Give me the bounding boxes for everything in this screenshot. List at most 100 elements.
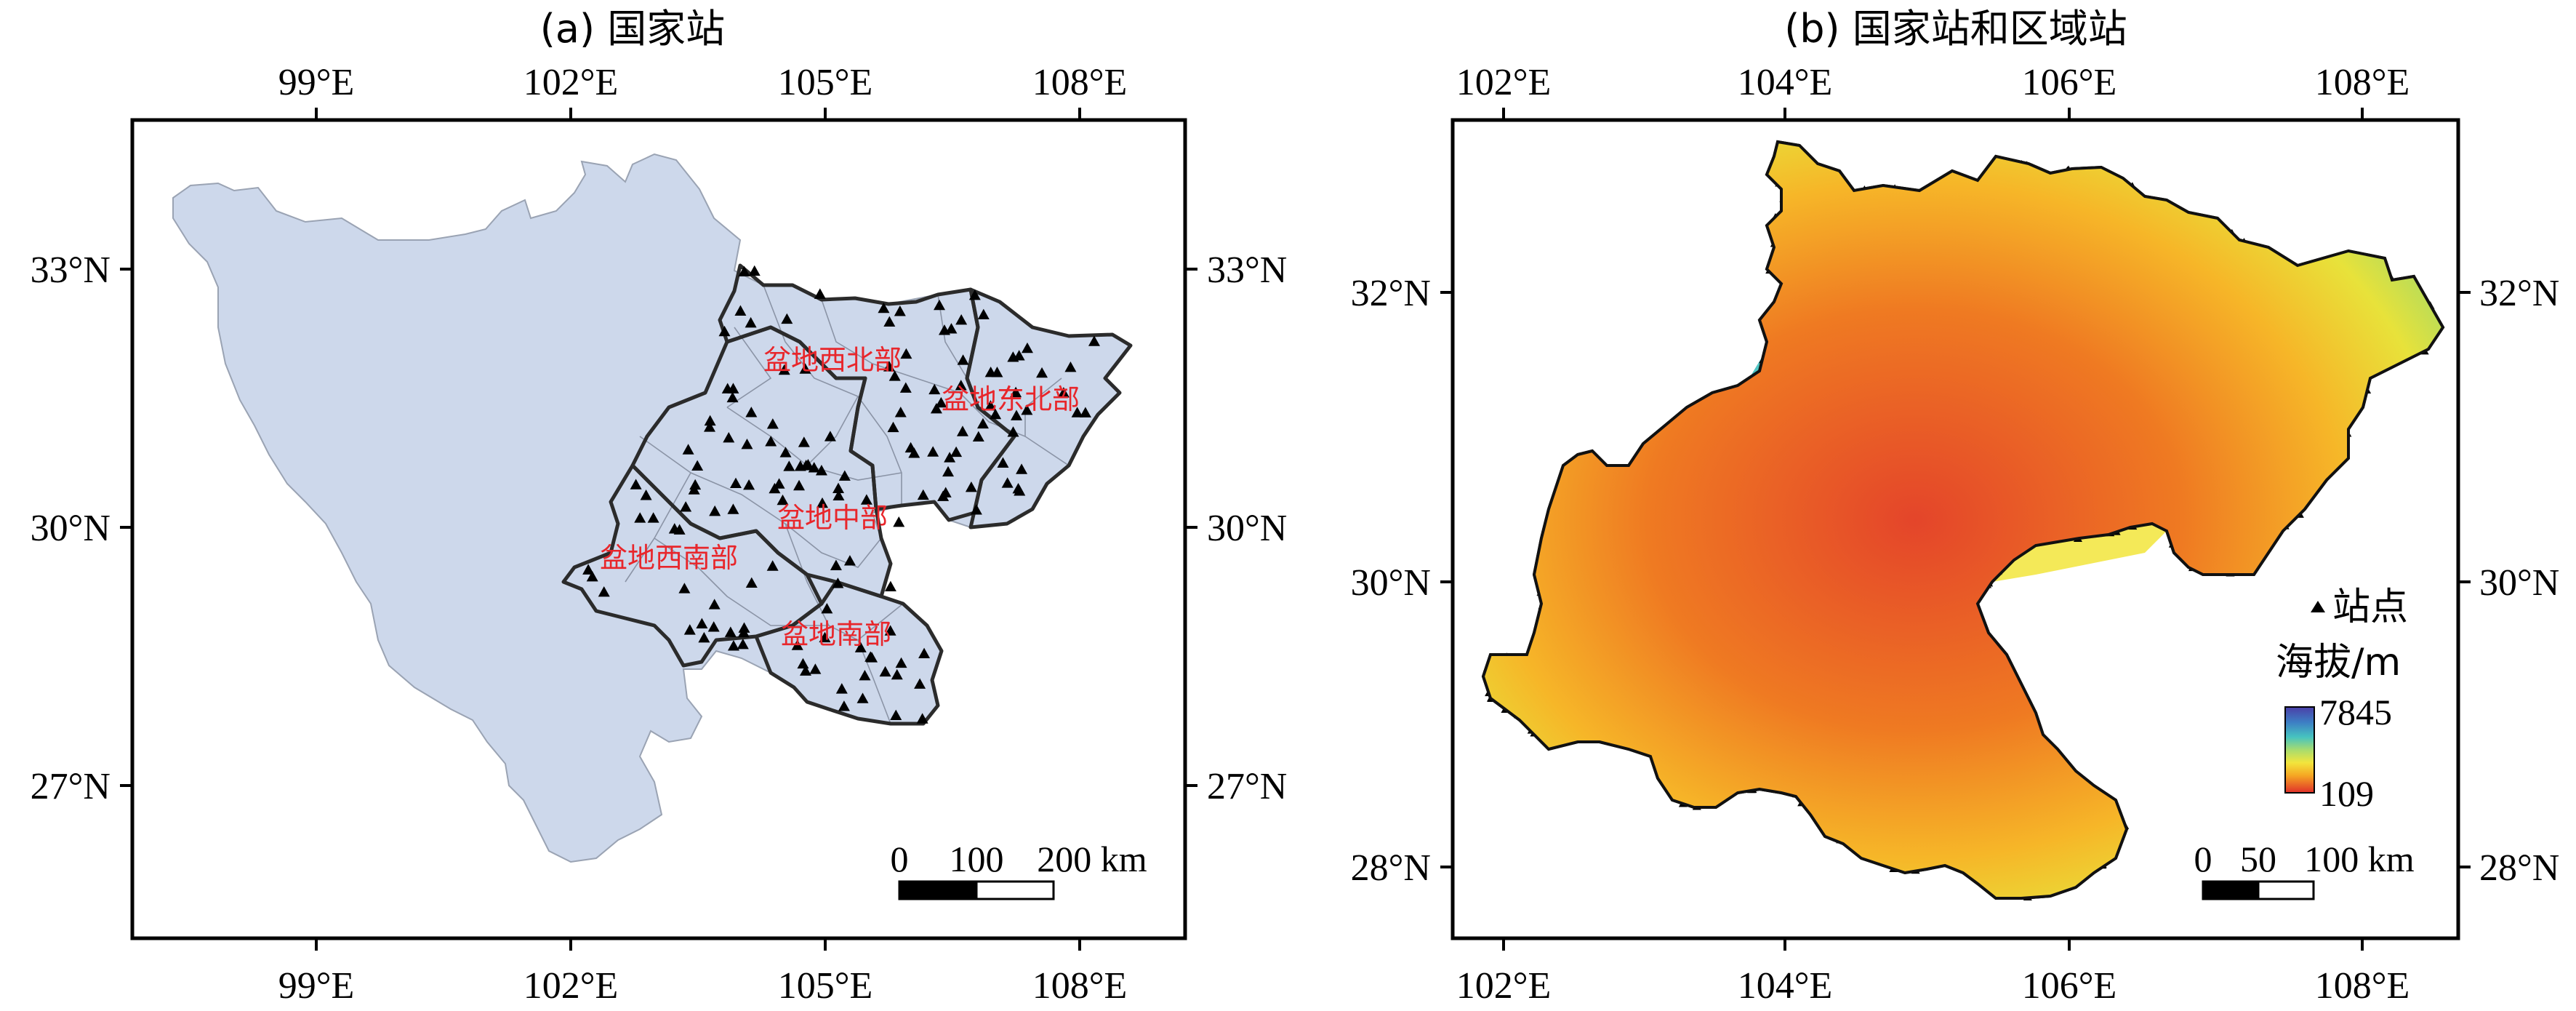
station-marker <box>893 516 905 527</box>
panel-a-frame <box>130 118 1187 940</box>
station-marker <box>1001 477 1014 488</box>
station-marker <box>1013 350 1025 361</box>
station-marker <box>883 316 896 327</box>
station-marker <box>819 631 831 643</box>
station-marker <box>691 460 704 471</box>
station-marker <box>726 391 739 403</box>
station-marker <box>900 348 912 359</box>
station-marker <box>743 479 755 490</box>
station-marker <box>773 478 785 489</box>
station-marker <box>1036 367 1048 378</box>
station-marker <box>689 479 702 490</box>
station-marker <box>1011 409 1023 420</box>
station-marker <box>808 462 820 473</box>
station-marker <box>781 313 793 324</box>
station-marker <box>843 555 856 566</box>
x-tick-bottom-108: 108°E <box>1032 965 1128 1007</box>
station-marker <box>930 403 942 414</box>
station-marker <box>891 668 903 680</box>
station-marker <box>890 709 902 721</box>
station-marker <box>683 624 696 635</box>
panel-a-map: 盆地西北部 盆地东北部 盆地中部 盆地西南部 盆地南部 0 100 200 km <box>172 153 1147 900</box>
station-marker <box>950 446 963 457</box>
y-tick-left-30-b: 30°N <box>1351 562 1431 604</box>
station-marker <box>704 421 716 432</box>
station-marker <box>741 438 753 449</box>
station-marker <box>878 302 890 313</box>
station-marker <box>984 400 997 411</box>
station-marker <box>696 618 708 628</box>
station-marker <box>730 477 742 489</box>
station-marker <box>1088 335 1100 346</box>
region-label-northwest: 盆地西北部 <box>763 344 902 376</box>
station-marker <box>976 417 989 429</box>
elevation-max-label: 7845 <box>2319 692 2392 732</box>
station-marker <box>778 364 790 375</box>
station-marker <box>791 639 803 650</box>
x-tick-bottom-106-b: 106°E <box>2022 965 2117 1007</box>
station-marker <box>916 713 928 724</box>
y-tick-left-27: 27°N <box>31 766 111 807</box>
station-marker <box>668 523 681 534</box>
y-tick-left-33: 33°N <box>31 249 111 291</box>
region-label-central: 盆地中部 <box>777 502 888 534</box>
elevation-legend-title: 海拔/m <box>2276 641 2401 684</box>
station-marker <box>799 363 811 374</box>
station-marker <box>630 479 642 489</box>
elevation-colorbar <box>2284 706 2315 794</box>
elevation-min-label: 109 <box>2319 773 2374 814</box>
y-tick-right-32-b: 32°N <box>2479 273 2559 314</box>
station-marker <box>738 265 750 276</box>
panel-b-map: 站点 海拔/m 7845 109 0 50 100 km <box>1481 140 2445 900</box>
station-marker <box>939 324 951 335</box>
station-marker <box>970 504 982 515</box>
station-marker <box>682 444 694 455</box>
station-marker <box>816 497 828 508</box>
x-tick-top-104-b: 104°E <box>1738 62 1833 103</box>
x-tick-top-99: 99°E <box>278 62 355 103</box>
region-borders <box>561 263 1133 726</box>
panel-a-ticks <box>120 108 1197 951</box>
x-tick-bottom-104-b: 104°E <box>1738 965 1833 1007</box>
station-marker <box>721 383 734 393</box>
station-marker <box>917 489 929 500</box>
station-legend-label: 站点 <box>2332 586 2408 629</box>
station-marker <box>777 494 789 506</box>
y-tick-right-28-b: 28°N <box>2479 847 2559 889</box>
station-marker <box>724 626 737 637</box>
station-marker <box>704 415 716 426</box>
station-marker <box>956 425 968 436</box>
station-marker <box>856 692 869 703</box>
station-marker <box>927 446 939 457</box>
y-tick-right-33: 33°N <box>1207 249 1287 291</box>
x-tick-bottom-102: 102°E <box>523 965 619 1007</box>
x-tick-bottom-108-b: 108°E <box>2315 965 2410 1007</box>
station-marker <box>824 431 836 441</box>
scale-label-100-b: 100 km <box>2304 839 2415 879</box>
station-marker <box>727 640 739 651</box>
station-marker <box>783 460 795 471</box>
station-marker <box>766 560 779 571</box>
scale-bar-a: 0 100 200 km <box>891 839 1147 900</box>
panel-b-frame <box>1450 118 2460 940</box>
station-marker <box>598 586 610 597</box>
station-marker <box>1057 387 1070 398</box>
panel-a-title: (a) 国家站 <box>540 6 725 52</box>
panel-a: (a) 国家站 <box>31 6 1288 1007</box>
station-marker <box>1016 463 1028 474</box>
station-marker <box>1064 361 1077 372</box>
station-marker <box>934 299 946 311</box>
y-tick-left-30: 30°N <box>31 508 111 549</box>
x-tick-top-108-b: 108°E <box>2315 62 2410 103</box>
station-marker <box>745 577 758 588</box>
x-tick-top-102-b: 102°E <box>1456 62 1552 103</box>
station-marker <box>745 316 757 328</box>
station-marker <box>883 361 895 372</box>
station-marker <box>586 570 598 582</box>
y-tick-right-30-b: 30°N <box>2479 562 2559 604</box>
station-marker <box>884 625 896 636</box>
region-label-southwest: 盆地西南部 <box>600 542 738 574</box>
station-marker <box>859 669 871 681</box>
station-marker <box>977 308 990 320</box>
scale-bar-b: 0 50 100 km <box>2194 839 2415 900</box>
